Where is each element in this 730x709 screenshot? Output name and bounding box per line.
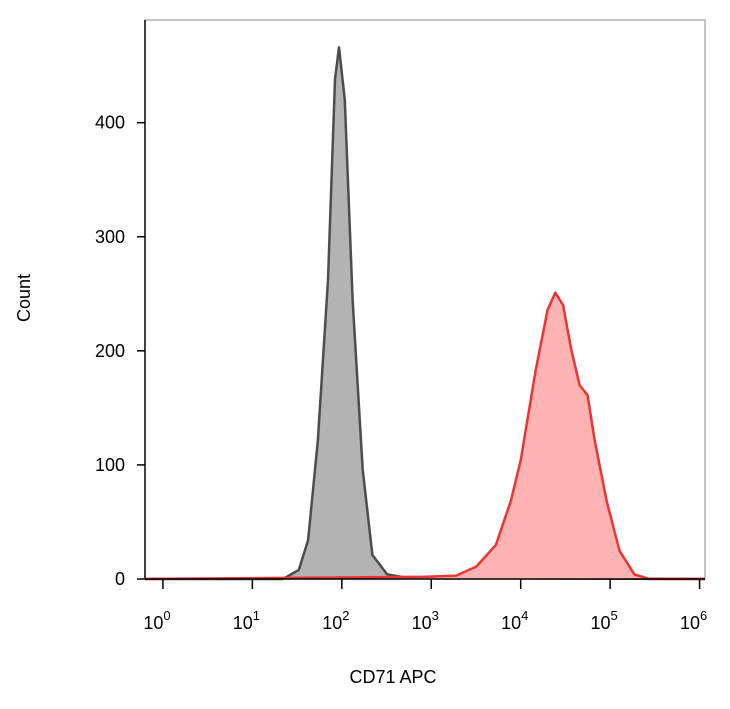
y-tick-label: 300 [95, 227, 125, 247]
x-tick-base: 10 [233, 613, 253, 633]
x-tick-exponent: 4 [521, 608, 528, 623]
x-tick-base: 10 [680, 613, 700, 633]
x-axis-label: CD71 APC [349, 667, 436, 687]
y-tick-label: 200 [95, 341, 125, 361]
y-axis-label: Count [14, 274, 34, 322]
x-tick-exponent: 0 [163, 608, 170, 623]
x-tick-base: 10 [412, 613, 432, 633]
x-tick-label: 104 [501, 608, 528, 633]
x-tick-exponent: 1 [253, 608, 260, 623]
x-tick-exponent: 5 [611, 608, 618, 623]
y-tick-label: 100 [95, 455, 125, 475]
x-tick-base: 10 [501, 613, 521, 633]
x-tick-label: 105 [591, 608, 618, 633]
y-tick-label: 0 [115, 569, 125, 589]
x-tick-base: 10 [322, 613, 342, 633]
x-tick-label: 100 [143, 608, 170, 633]
x-tick-exponent: 3 [432, 608, 439, 623]
x-tick-label: 101 [233, 608, 260, 633]
y-tick-label: 400 [95, 113, 125, 133]
histogram-area [145, 292, 705, 579]
x-tick-exponent: 6 [700, 608, 707, 623]
x-tick-label: 102 [322, 608, 349, 633]
x-tick-base: 10 [143, 613, 163, 633]
histogram-line [144, 291, 705, 581]
x-tick-base: 10 [591, 613, 611, 633]
histogram-area [145, 47, 705, 579]
x-tick-label: 106 [680, 608, 707, 633]
histogram-line [145, 46, 706, 581]
x-tick-label: 103 [412, 608, 439, 633]
plot-frame [144, 19, 706, 580]
x-tick-exponent: 2 [342, 608, 349, 623]
